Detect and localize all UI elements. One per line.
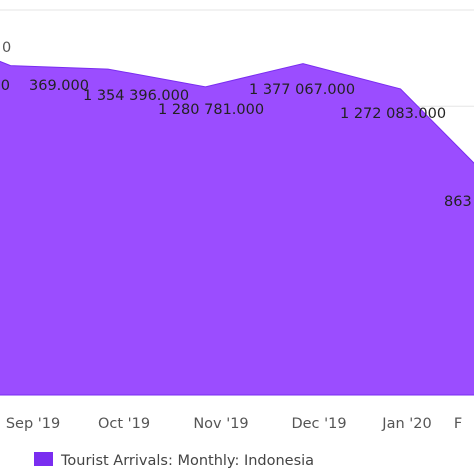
x-tick-label-5: F (454, 416, 462, 432)
data-label-3: 1 280 781.000 (158, 102, 264, 118)
data-label-4: 1 377 067.000 (249, 82, 355, 98)
y-axis-tick-label: 0 (2, 40, 11, 56)
area-series-indonesia (0, 60, 474, 396)
x-tick-label-0: Sep '19 (6, 416, 60, 432)
x-axis-ticks: Sep '19 Oct '19 Nov '19 Dec '19 Jan '20 F (6, 416, 462, 432)
x-tick-label-2: Nov '19 (193, 416, 248, 432)
data-label-2: 1 354 396.000 (83, 88, 189, 104)
data-label-6: 863 (444, 194, 472, 210)
legend[interactable]: Tourist Arrivals: Monthly: Indonesia (34, 452, 314, 469)
data-label-5: 1 272 083.000 (340, 106, 446, 122)
data-label-0: 0 (1, 78, 10, 94)
legend-swatch (34, 452, 53, 466)
x-tick-label-3: Dec '19 (291, 416, 346, 432)
x-tick-label-1: Oct '19 (98, 416, 150, 432)
legend-label: Tourist Arrivals: Monthly: Indonesia (60, 453, 314, 469)
x-tick-label-4: Jan '20 (381, 416, 431, 432)
data-label-1: 369.000 (29, 78, 89, 94)
